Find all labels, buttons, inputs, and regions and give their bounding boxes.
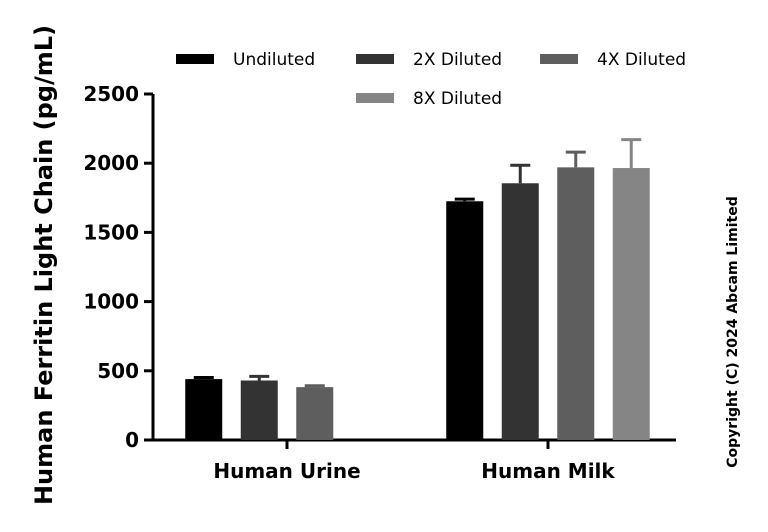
legend-swatch <box>356 54 394 64</box>
bar <box>185 379 223 440</box>
copyright-notice: Copyright (C) 2024 Abcam Limited <box>725 196 741 467</box>
y-tick-label: 500 <box>97 359 139 383</box>
bar <box>612 168 650 440</box>
y-tick-label: 0 <box>125 428 139 452</box>
y-tick-label: 2500 <box>83 82 139 106</box>
legend-label: 4X Diluted <box>597 50 686 70</box>
legend-swatch <box>540 54 578 64</box>
legend-label: 8X Diluted <box>413 89 502 109</box>
x-category-label: Human Urine <box>213 459 360 483</box>
bar <box>296 387 334 440</box>
legend-swatch <box>176 54 214 64</box>
legend-label: 2X Diluted <box>413 50 502 70</box>
y-axis-label: Human Ferritin Light Chain (pg/mL) <box>30 25 58 505</box>
bar <box>501 183 539 440</box>
bar-series <box>185 167 650 441</box>
x-axis: Human Urine Human Milk <box>151 438 676 483</box>
legend-swatch <box>356 93 394 103</box>
x-category-label: Human Milk <box>481 459 615 483</box>
legend-label: Undiluted <box>233 50 315 70</box>
y-axis: 0 500 1000 1500 2000 2500 <box>83 82 155 452</box>
bar <box>557 167 595 441</box>
y-tick-label: 1500 <box>83 220 139 244</box>
bar <box>446 201 484 440</box>
error-bars <box>193 138 642 388</box>
y-tick-label: 2000 <box>83 151 139 175</box>
chart-legend: Undiluted 2X Diluted 4X Diluted 8X Diluted <box>176 50 686 109</box>
bar <box>240 380 278 440</box>
y-tick-label: 1000 <box>83 290 139 314</box>
